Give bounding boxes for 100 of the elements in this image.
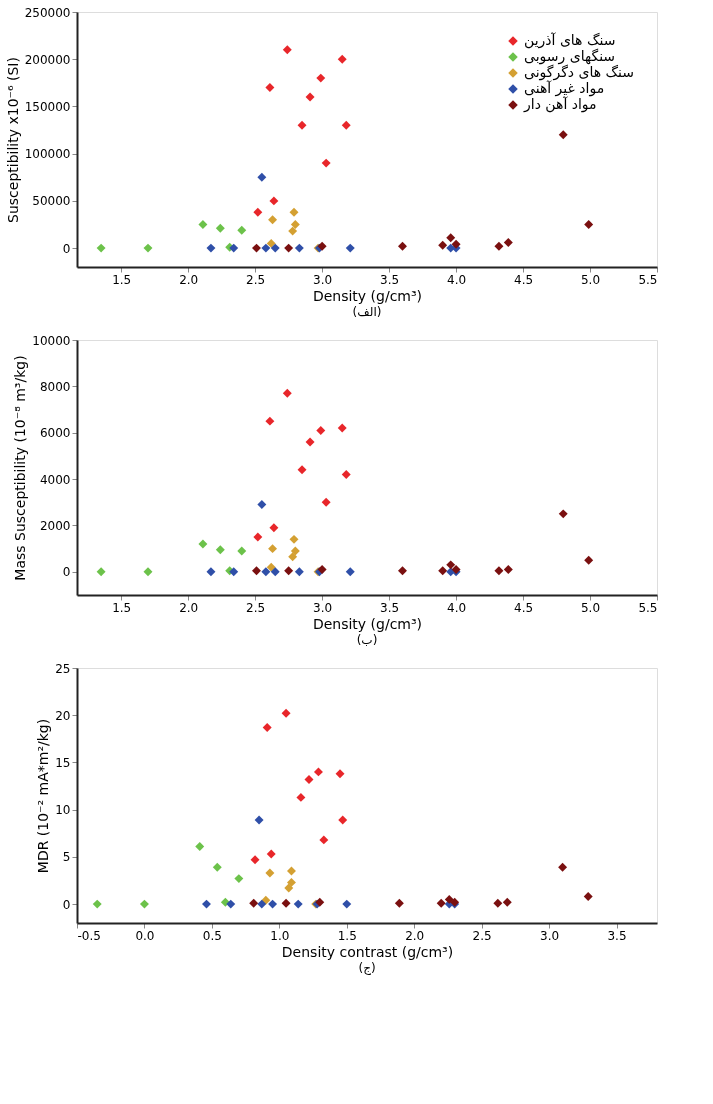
point [321, 497, 331, 507]
point [143, 243, 153, 253]
y-tick-label: 5 [62, 850, 71, 865]
x-axis-title: Density (g/cm³) [312, 615, 423, 632]
x-tick-label: 4.0 [447, 272, 467, 287]
x-tick-label: 3.5 [380, 600, 400, 615]
point [261, 567, 271, 577]
point [139, 899, 149, 909]
point [254, 815, 264, 825]
x-tick-label: 3.5 [607, 928, 627, 943]
y-tick-label: 20 [55, 708, 71, 723]
y-tick-label: 0 [62, 241, 71, 256]
point [296, 792, 306, 802]
y-tick-label: 6000 [39, 426, 71, 441]
point [446, 233, 456, 243]
point [288, 226, 298, 236]
y-tick-label: 15 [55, 755, 71, 770]
point [269, 523, 279, 533]
point [398, 241, 407, 251]
point [305, 437, 315, 447]
point [226, 899, 236, 909]
x-tick-label: 2.0 [179, 272, 199, 287]
point [96, 243, 106, 253]
x-tick-label: 2.5 [246, 600, 266, 615]
point [297, 120, 307, 130]
y-tick-label: 100000 [24, 147, 71, 162]
point [290, 220, 300, 229]
point [282, 388, 292, 398]
point [229, 567, 239, 577]
point [257, 500, 267, 510]
point [286, 866, 296, 876]
point [281, 708, 291, 718]
point [289, 534, 299, 544]
point [253, 207, 263, 217]
x-tick-label: 1.0 [270, 928, 290, 943]
point [284, 883, 294, 893]
point [297, 465, 307, 475]
point [250, 855, 260, 865]
point [284, 566, 294, 576]
point [143, 567, 153, 577]
point [237, 225, 247, 235]
legend-label: مواد غیر آهنی [524, 80, 605, 97]
x-tick-label: 2.5 [246, 272, 266, 287]
point [294, 567, 304, 577]
x-tick-label: 3.0 [540, 928, 560, 943]
point [229, 243, 239, 253]
x-tick-label: 3.0 [313, 272, 333, 287]
point [265, 868, 275, 878]
point [342, 899, 352, 909]
x-tick-label: 1.5 [112, 600, 132, 615]
point [451, 239, 461, 249]
x-tick-label: 4.0 [447, 600, 467, 615]
point [206, 567, 216, 577]
point [345, 243, 355, 253]
legend-label: سنگهای رسوبی [524, 48, 616, 65]
y-tick-label: 2000 [39, 518, 71, 533]
x-tick-label: -0.5 [77, 928, 101, 943]
point [341, 469, 351, 479]
point [584, 555, 594, 565]
point [212, 862, 222, 872]
point [289, 207, 299, 217]
point [335, 769, 345, 779]
x-tick-label: 1.5 [112, 272, 132, 287]
point [558, 130, 568, 140]
point [446, 560, 456, 570]
point [198, 220, 208, 229]
point [558, 509, 568, 519]
point [282, 45, 292, 55]
point [316, 73, 326, 83]
legend-label: سنگ های دگرگونی [524, 64, 635, 81]
text: (ب) [356, 633, 378, 647]
point [503, 237, 513, 247]
point [266, 238, 276, 248]
y-tick-label: 0 [62, 565, 71, 580]
point [319, 835, 329, 845]
x-axis-title: Density contrast (g/cm³) [281, 943, 454, 960]
point [202, 899, 211, 909]
point [266, 562, 276, 572]
legend-label: مواد آهن دار [523, 96, 597, 113]
x-tick-label: 0.0 [135, 928, 155, 943]
point [269, 196, 279, 206]
point [270, 243, 280, 253]
y-tick-label: 250000 [24, 5, 71, 20]
point [281, 898, 291, 908]
point [438, 240, 448, 250]
point [195, 842, 205, 851]
x-axis-title: Density (g/cm³) [312, 287, 423, 304]
point [436, 898, 446, 908]
point [257, 899, 267, 909]
point [438, 566, 448, 576]
x-tick-label: 2.5 [472, 928, 492, 943]
point [253, 532, 263, 542]
x-tick-label: 2.0 [179, 600, 199, 615]
point [286, 877, 296, 887]
point [96, 567, 106, 577]
point [237, 546, 247, 556]
point [494, 241, 504, 251]
point [493, 898, 503, 908]
point [584, 220, 594, 229]
y-axis-title: Mass Susceptibility (10⁻⁸ m³/kg) [12, 355, 29, 581]
